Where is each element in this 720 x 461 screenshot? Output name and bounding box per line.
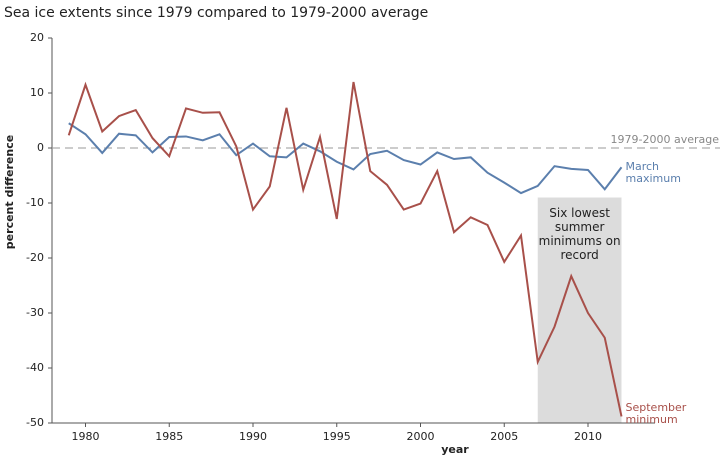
highlight-band: [537, 197, 622, 423]
x-tick-label: 1990: [239, 430, 267, 443]
series-line: [67, 81, 623, 417]
x-tick-label: 1995: [323, 430, 351, 443]
y-tick-label: -50: [26, 416, 44, 429]
y-tick-label: 20: [30, 31, 44, 44]
x-tick-label: 1980: [72, 430, 100, 443]
chart-title: Sea ice extents since 1979 compared to 1…: [4, 5, 428, 21]
y-tick-label: -20: [26, 251, 44, 264]
y-tick-label: -40: [26, 361, 44, 374]
series-label: September minimum: [625, 401, 687, 427]
x-tick-label: 2010: [574, 430, 602, 443]
y-tick-label: 0: [37, 141, 44, 154]
x-tick-label: 2000: [407, 430, 435, 443]
x-tick-label: 1985: [155, 430, 183, 443]
x-tick-label: 2005: [490, 430, 518, 443]
y-axis-label: percent difference: [3, 135, 16, 249]
series-line: [68, 122, 623, 195]
highlight-label: Six lowest summer minimums on record: [538, 205, 621, 262]
y-tick-label: -10: [26, 196, 44, 209]
y-tick-label: 10: [30, 86, 44, 99]
series-label: March maximum: [625, 160, 681, 186]
x-axis-label: year: [441, 443, 469, 456]
reference-label: 1979-2000 average: [611, 133, 720, 146]
y-tick-label: -30: [26, 306, 44, 319]
